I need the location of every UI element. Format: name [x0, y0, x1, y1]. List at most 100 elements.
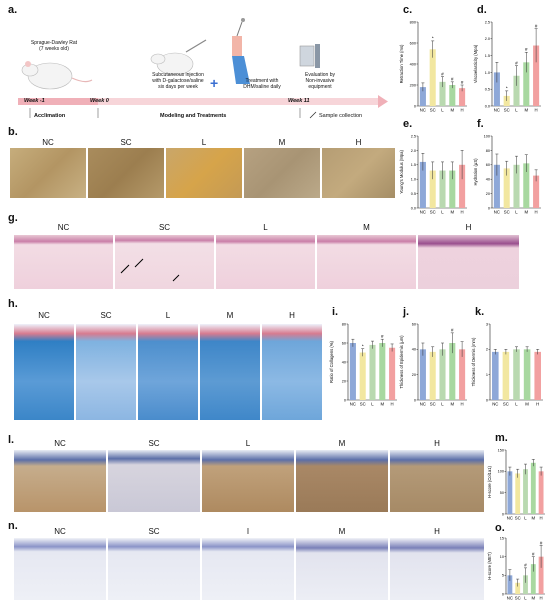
chart-e-xtick-label: NC: [420, 210, 426, 215]
chart-o-xtick-label: NC: [507, 596, 513, 601]
chart-c-xtick-label: M: [451, 108, 455, 113]
panel-n-photos: NC SC I M H: [14, 528, 484, 602]
photo-l-label-m: M: [338, 439, 346, 448]
photo-g-l: [216, 235, 315, 289]
chart-d-ytick-label: 0.5: [485, 88, 490, 92]
chart-i-xtick-label: H: [391, 402, 394, 407]
photo-h-nc: [14, 324, 74, 420]
panel-letter-n: n.: [8, 520, 18, 532]
chart-c-bar-m: [449, 85, 456, 106]
chart-k: Thickness of Dermis (mm) 0 1 2 3 NC SC L M H: [471, 322, 543, 407]
chart-k-bar-h: [534, 351, 541, 400]
chart-i-bar-nc: [349, 343, 356, 400]
chart-m-bar-h: [538, 471, 544, 514]
photo-b-l: [166, 148, 242, 198]
step1-label-1: Subcutaneous injection: [152, 72, 204, 78]
chart-m-xtick-label: NC: [507, 516, 513, 521]
chart-j-sig-mark: #: [451, 328, 454, 333]
chart-e-bar-m: [449, 170, 456, 208]
photo-g-label-sc: SC: [158, 223, 171, 232]
photo-g-label-m: M: [363, 223, 370, 232]
photo-n-label-m: M: [338, 527, 346, 536]
chart-d-bar-l: [513, 75, 520, 106]
plus-icon: +: [210, 75, 218, 91]
step3-label-1: Evaluation by: [304, 72, 336, 78]
chart-m-xtick-label: SC: [515, 516, 521, 521]
chart-j: Thickness of Epidermis (μm) 0 20 40 60 NC SC L #…: [399, 322, 467, 407]
panel-g-photos: NC SC L M H: [14, 224, 519, 290]
chart-o-sig-mark: #: [540, 540, 543, 545]
chart-f-ytick-label: 0: [488, 206, 490, 210]
week-minus1-label: Week -1: [24, 98, 45, 104]
chart-c-ytick-label: 400: [410, 62, 416, 66]
chart-i-ylabel: Ratio of Collagens (%): [329, 340, 334, 382]
chart-e-ytick-label: 1.5: [411, 163, 416, 167]
timeline-schematic: + Sprague-Dawley Rat (7 weeks old) Subcu…: [10, 14, 395, 126]
chart-f-xtick-label: M: [525, 210, 529, 215]
chart-i-ytick-label: 60: [342, 341, 346, 345]
chart-e-ytick-label: 2.5: [411, 134, 416, 138]
week-0-label: Week 0: [90, 98, 109, 104]
chart-j-bar-h: [459, 349, 466, 400]
chart-c-xtick-label: NC: [420, 108, 426, 113]
chart-i-sig-mark: *: [362, 344, 364, 349]
step3-label-3: equipment: [308, 84, 332, 90]
chart-i-ytick-label: 20: [342, 379, 346, 383]
chart-c-bar-l: [439, 81, 446, 106]
chart-k-xtick-label: NC: [492, 402, 498, 407]
photo-h-l: [138, 324, 198, 420]
photo-n-m: [296, 538, 388, 600]
chart-d-ytick-label: 2.0: [485, 37, 490, 41]
photo-g-label-l: L: [263, 223, 268, 232]
step2-label-1: Treatment with: [245, 78, 279, 84]
chart-i-sig-mark: #: [381, 334, 384, 339]
chart-j-xtick-label: M: [451, 402, 455, 407]
photo-g-sc: [115, 235, 214, 289]
chart-j-ytick-label: 20: [412, 373, 416, 377]
chart-m-xtick-label: H: [540, 516, 543, 521]
panel-letter-i: i.: [332, 306, 339, 318]
chart-d-sig-mark: #: [535, 24, 538, 29]
photo-l-label-nc: NC: [54, 439, 66, 448]
timeline-bar: [18, 98, 378, 105]
photo-b-nc: [10, 148, 86, 198]
chart-c-xtick-label: H: [461, 108, 464, 113]
chart-i-bar-l: [369, 344, 376, 400]
chart-k-xtick-label: M: [525, 402, 529, 407]
photo-l-m: [296, 450, 388, 512]
panel-letter-m: m.: [495, 432, 508, 444]
chart-f-ytick-label: 40: [486, 178, 490, 182]
chart-m-bar-sc: [515, 473, 521, 514]
week-11-label: Week 11: [288, 98, 310, 104]
photo-l-label-h: H: [434, 439, 440, 448]
chart-d-bar-m: [523, 62, 530, 106]
chart-j-bar-nc: [419, 349, 426, 400]
chart-o-ytick-label: 10: [500, 555, 504, 559]
rat-icon: [21, 61, 93, 90]
panel-l-photos: NC SC L M H: [14, 440, 484, 514]
chart-i-bar-h: [389, 347, 396, 400]
chart-d-ylabel: Viscoelasticity (Mpa): [473, 44, 478, 83]
acclimation-label: Acclimation: [34, 113, 66, 119]
chart-c-bar-nc: [419, 87, 426, 106]
photo-h-h: [262, 324, 322, 420]
chart-m: H-score (Col1a1) 0 50 100 150 NC SC L M H: [487, 448, 545, 521]
chart-k-xtick-label: SC: [503, 402, 509, 407]
chart-o-bar-l: [523, 575, 528, 594]
photo-h-label-nc: NC: [38, 311, 50, 320]
chart-e-bar-l: [439, 170, 446, 208]
chart-k-bar-m: [523, 349, 531, 400]
chart-k-ytick-label: 1: [486, 373, 488, 377]
chart-j-ytick-label: 60: [412, 322, 416, 326]
chart-f: Hydration (μS) 0 20 40 60 80 100 NC SC L M H: [473, 134, 541, 215]
chart-e-ytick-label: 0.5: [411, 192, 416, 196]
arrow-annotations: [120, 258, 180, 282]
chart-m-ytick-label: 50: [500, 491, 504, 495]
chart-o-sig-mark: #: [532, 551, 535, 556]
chart-d-bar-h: [533, 45, 540, 106]
timeline-graphic: +: [18, 18, 388, 119]
chart-k-xtick-label: H: [536, 402, 539, 407]
photo-n-sc: [108, 538, 200, 600]
modeling-label: Modeling and Treatments: [160, 113, 227, 119]
rat-injection-icon: [150, 39, 207, 76]
